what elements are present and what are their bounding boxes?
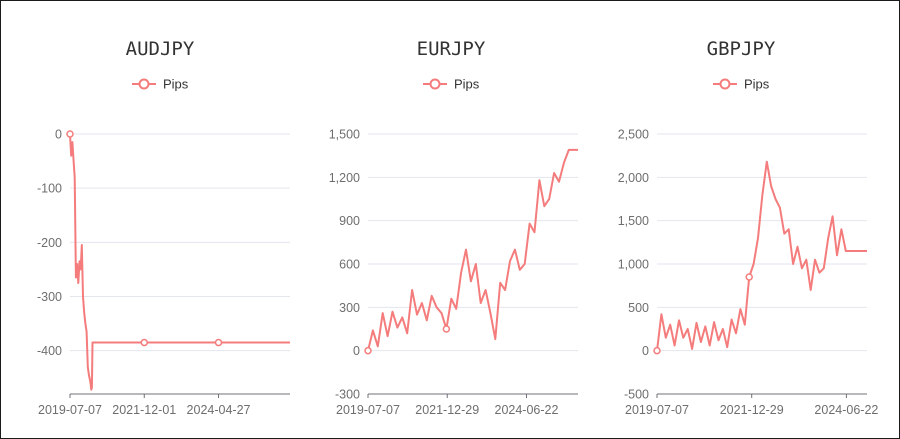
- y-tick-label: -400: [37, 344, 62, 358]
- data-point: [653, 346, 661, 355]
- data-point: [214, 338, 223, 347]
- x-tick-label: 2019-07-07: [336, 403, 400, 417]
- chart-title: EURJPY: [417, 38, 486, 60]
- series-line: [69, 133, 290, 391]
- chart-gbpjpy: GBPJPY Pips -500 0 500 1,000 1,500 2,000 2,500 20…: [618, 38, 879, 417]
- y-tick-label: 300: [339, 301, 360, 315]
- legend: Pips: [713, 77, 770, 92]
- x-tick-label: 2021-12-29: [415, 403, 479, 417]
- x-tick-label: 2019-07-07: [625, 403, 689, 417]
- x-tick-label: 2024-04-27: [187, 403, 251, 417]
- legend-marker-icon: [719, 78, 731, 90]
- x-tick-label: 2021-12-29: [720, 403, 784, 417]
- y-tick-label: 2,500: [618, 128, 649, 142]
- series-line: [367, 148, 578, 351]
- data-point: [364, 346, 372, 355]
- x-tick-label: 2024-06-22: [495, 403, 559, 417]
- y-tick-label: 500: [628, 301, 649, 315]
- y-tick-label: 0: [55, 128, 62, 142]
- data-point: [745, 273, 753, 281]
- legend-label: Pips: [163, 77, 189, 92]
- legend: Pips: [132, 77, 189, 92]
- y-tick-label: 0: [642, 344, 649, 358]
- data-point: [140, 338, 149, 347]
- chart-audjpy: AUDJPY Pips 0 -100 -200 -300 -400 2019-07-07 202…: [37, 38, 290, 417]
- chart-eurjpy: EURJPY Pips -300 0 300 600 900 1,200 1,500 2019-0…: [329, 38, 578, 417]
- y-tick-label: -200: [37, 236, 62, 250]
- y-tick-label: 600: [339, 258, 360, 272]
- y-tick-label: -300: [37, 290, 62, 304]
- legend-label: Pips: [744, 77, 770, 92]
- series-line: [656, 160, 867, 351]
- y-tick-label: 1,500: [329, 128, 360, 142]
- chart-title: AUDJPY: [126, 38, 195, 60]
- y-tick-label: -500: [624, 388, 649, 402]
- y-tick-label: -100: [37, 182, 62, 196]
- y-tick-label: 2,000: [618, 171, 649, 185]
- legend-marker-icon: [429, 78, 441, 90]
- y-tick-label: 1,000: [618, 258, 649, 272]
- data-point: [66, 130, 74, 138]
- legend: Pips: [423, 77, 480, 92]
- x-tick-label: 2019-07-07: [38, 403, 102, 417]
- y-tick-label: 1,200: [329, 171, 360, 185]
- y-tick-label: 900: [339, 214, 360, 228]
- legend-marker-icon: [138, 78, 150, 90]
- data-point: [442, 325, 451, 333]
- x-tick-label: 2021-12-01: [112, 403, 176, 417]
- x-tick-label: 2024-06-22: [814, 403, 878, 417]
- y-tick-label: 1,500: [618, 214, 649, 228]
- chart-title: GBPJPY: [707, 38, 776, 60]
- y-tick-label: -300: [335, 388, 360, 402]
- y-tick-label: 0: [353, 344, 360, 358]
- legend-label: Pips: [454, 77, 480, 92]
